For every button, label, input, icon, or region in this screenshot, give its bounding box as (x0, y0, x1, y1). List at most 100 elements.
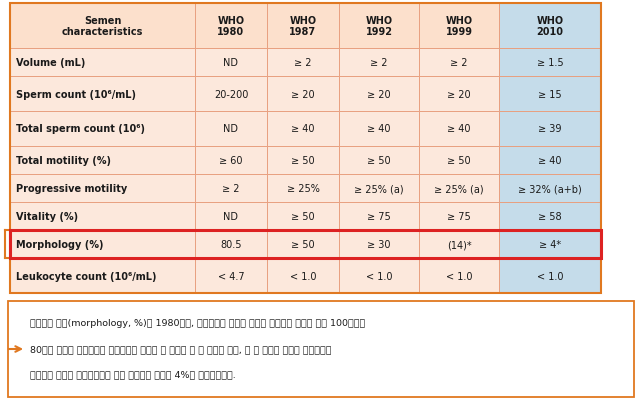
Text: WHO
2010: WHO 2010 (537, 16, 564, 37)
Text: < 1.0: < 1.0 (537, 271, 563, 281)
Text: ≥ 2: ≥ 2 (222, 184, 239, 194)
Bar (10, 4, 601, 293)
Bar (195, 147, 267, 174)
Text: 80.5: 80.5 (220, 239, 242, 249)
Text: Volume (mL): Volume (mL) (16, 58, 85, 68)
Bar (339, 49, 419, 77)
Text: ≥ 20: ≥ 20 (447, 89, 471, 99)
Text: ≥ 75: ≥ 75 (367, 211, 391, 221)
Bar (267, 258, 339, 293)
Bar (339, 4, 419, 49)
Bar (339, 147, 419, 174)
Text: Total sperm count (10⁶): Total sperm count (10⁶) (16, 124, 145, 134)
Text: ≥ 58: ≥ 58 (538, 211, 562, 221)
Bar (499, 4, 601, 49)
Bar (195, 4, 267, 49)
Text: < 4.7: < 4.7 (218, 271, 245, 281)
Text: Leukocyte count (10⁶/mL): Leukocyte count (10⁶/mL) (16, 271, 157, 281)
Bar (10, 112, 195, 147)
Text: ≥ 20: ≥ 20 (367, 89, 391, 99)
Text: ≥ 39: ≥ 39 (538, 124, 562, 134)
Text: ≥ 40: ≥ 40 (291, 124, 315, 134)
Text: < 1.0: < 1.0 (446, 271, 473, 281)
Text: ≥ 25% (a): ≥ 25% (a) (434, 184, 484, 194)
Bar (419, 203, 499, 231)
Bar (499, 258, 601, 293)
Bar (419, 112, 499, 147)
Bar (419, 77, 499, 112)
Text: ≥ 25%: ≥ 25% (286, 184, 320, 194)
Bar (267, 112, 339, 147)
Bar (10, 77, 195, 112)
Bar (267, 147, 339, 174)
Text: Sperm count (10⁶/mL): Sperm count (10⁶/mL) (16, 89, 136, 99)
Text: ≥ 40: ≥ 40 (447, 124, 471, 134)
Bar (10, 258, 195, 293)
Text: ≥ 1.5: ≥ 1.5 (537, 58, 563, 68)
Bar (339, 174, 419, 203)
Bar (267, 77, 339, 112)
Text: ≥ 2: ≥ 2 (294, 58, 312, 68)
Bar (499, 147, 601, 174)
Bar (419, 258, 499, 293)
Bar (339, 112, 419, 147)
Bar (195, 174, 267, 203)
Bar (10, 174, 195, 203)
Text: 80마리 정도의 정상정자가 일반적으로 보이나 그 의미는 알 수 없다고 했고, 그 후 이러한 한계가 극복되면서: 80마리 정도의 정상정자가 일반적으로 보이나 그 의미는 알 수 없다고 했… (30, 344, 331, 354)
Text: ND: ND (223, 58, 238, 68)
Bar (499, 231, 601, 258)
Bar (267, 203, 339, 231)
Text: ≥ 50: ≥ 50 (291, 156, 315, 166)
Text: ≥ 40: ≥ 40 (538, 156, 562, 166)
Bar (8, 301, 634, 397)
Text: WHO
1992: WHO 1992 (365, 16, 392, 37)
Text: ≥ 2: ≥ 2 (370, 58, 388, 68)
Text: ≥ 60: ≥ 60 (220, 156, 243, 166)
Text: ND: ND (223, 211, 238, 221)
Bar (267, 49, 339, 77)
Bar (10, 4, 195, 49)
Bar (195, 258, 267, 293)
Text: ≥ 75: ≥ 75 (447, 211, 471, 221)
Text: ≥ 25% (a): ≥ 25% (a) (354, 184, 404, 194)
Text: Morphology (%): Morphology (%) (16, 239, 103, 249)
Bar (267, 231, 339, 258)
Text: Progressive motility: Progressive motility (16, 184, 127, 194)
Bar (339, 77, 419, 112)
Text: ≥ 50: ≥ 50 (447, 156, 471, 166)
Bar (499, 49, 601, 77)
Bar (499, 77, 601, 112)
Text: 정상정자 비율(morphology, %)는 1980년도, 의학기술의 한계와 현미경 해상도의 한계로 인해 100마리당: 정상정자 비율(morphology, %)는 1980년도, 의학기술의 한계… (30, 318, 365, 327)
Bar (195, 203, 267, 231)
Bar (419, 49, 499, 77)
Bar (10, 231, 601, 258)
Text: ≥ 30: ≥ 30 (367, 239, 391, 249)
Text: 20-200: 20-200 (214, 89, 248, 99)
Text: ≥ 50: ≥ 50 (291, 211, 315, 221)
Text: ND: ND (223, 124, 238, 134)
Bar (10, 49, 195, 77)
Text: WHO
1999: WHO 1999 (446, 16, 473, 37)
Text: ≥ 2: ≥ 2 (450, 58, 468, 68)
Text: ≥ 50: ≥ 50 (367, 156, 391, 166)
Bar (499, 174, 601, 203)
Text: 정상정자 비율의 최소참고치는 점차 하락하여 현재는 4%로 정해졌습니다.: 정상정자 비율의 최소참고치는 점차 하락하여 현재는 4%로 정해졌습니다. (30, 370, 236, 379)
Bar (419, 147, 499, 174)
Text: < 1.0: < 1.0 (290, 271, 317, 281)
Text: Vitality (%): Vitality (%) (16, 211, 78, 221)
Text: Total motility (%): Total motility (%) (16, 156, 111, 166)
Bar (195, 231, 267, 258)
Bar (10, 231, 195, 258)
Bar (339, 231, 419, 258)
Bar (195, 77, 267, 112)
Text: ≥ 50: ≥ 50 (291, 239, 315, 249)
Bar (419, 231, 499, 258)
Text: ≥ 32% (a+b): ≥ 32% (a+b) (518, 184, 582, 194)
Bar (195, 49, 267, 77)
Bar (499, 203, 601, 231)
Text: Semen
characteristics: Semen characteristics (62, 16, 143, 37)
Text: (14)*: (14)* (447, 239, 471, 249)
Bar (267, 174, 339, 203)
Text: < 1.0: < 1.0 (366, 271, 392, 281)
Text: ≥ 15: ≥ 15 (538, 89, 562, 99)
